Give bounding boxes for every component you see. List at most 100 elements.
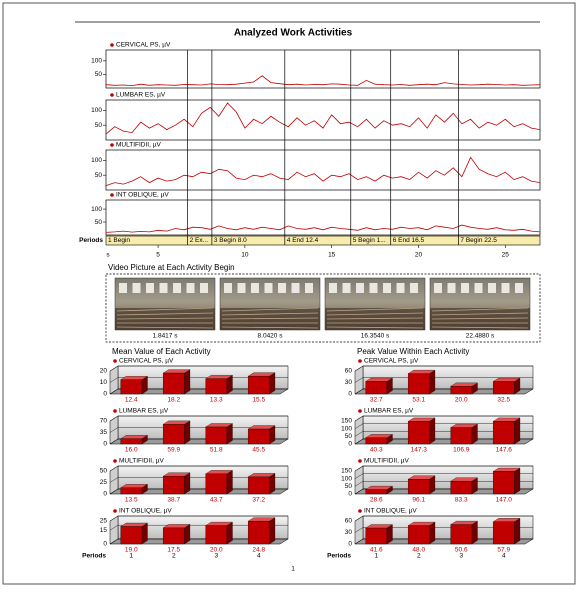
video-caption: 22.4880 s bbox=[466, 333, 495, 340]
bar bbox=[450, 524, 473, 545]
picture-window bbox=[159, 283, 168, 293]
bar-side bbox=[514, 518, 521, 545]
grid-line bbox=[109, 515, 288, 522]
series-name: CERVICAL PS, µV bbox=[364, 358, 419, 365]
picture-window bbox=[132, 283, 141, 293]
bar bbox=[205, 426, 228, 445]
bar bbox=[492, 471, 515, 495]
value-label: 15.5 bbox=[252, 397, 265, 404]
series-name: MULTIFIDII, µV bbox=[116, 142, 161, 149]
series-marker bbox=[110, 43, 114, 47]
bar bbox=[205, 525, 228, 545]
page-number: 1 bbox=[291, 566, 295, 573]
picture-beam bbox=[116, 326, 214, 329]
y-tick-label: 50 bbox=[345, 433, 353, 440]
picture-window bbox=[186, 283, 195, 293]
bar bbox=[450, 481, 473, 495]
picture-window bbox=[278, 283, 286, 293]
period-label: 7 Begin 22.5 bbox=[460, 237, 497, 244]
picture-beam bbox=[431, 326, 529, 329]
y-tick-label: 0 bbox=[348, 391, 352, 398]
period-label: 5 Begin 1... bbox=[353, 237, 386, 244]
value-label: 59.9 bbox=[167, 447, 180, 454]
chart-title: Peak Value Within Each Activity bbox=[357, 347, 469, 356]
picture-window bbox=[224, 283, 232, 293]
picture-window bbox=[434, 283, 442, 293]
trace-line bbox=[105, 156, 541, 186]
bar bbox=[407, 479, 430, 495]
series-marker bbox=[358, 459, 362, 463]
bar-side bbox=[471, 520, 478, 545]
picture-beam bbox=[326, 307, 424, 312]
value-label: 57.9 bbox=[497, 547, 510, 554]
trace-line bbox=[105, 75, 541, 87]
series-marker bbox=[358, 509, 362, 513]
y-tick-label: 100 bbox=[91, 157, 102, 164]
bar-side bbox=[269, 372, 276, 395]
series-name: INT OBLIQUE, µV bbox=[119, 508, 172, 515]
picture-window bbox=[447, 283, 456, 293]
bar bbox=[492, 521, 515, 545]
bar-side bbox=[269, 517, 276, 545]
value-label: 43.7 bbox=[210, 497, 223, 504]
grid-line bbox=[354, 365, 533, 372]
picture-window bbox=[305, 283, 313, 293]
bar bbox=[365, 437, 388, 445]
grid-line bbox=[109, 465, 288, 472]
category-label: 2 bbox=[172, 553, 176, 560]
series-name: LUMBAR ES, µV bbox=[116, 92, 166, 99]
picture-window bbox=[461, 283, 469, 293]
y-tick-label: 25 bbox=[100, 479, 108, 486]
value-label: 20.0 bbox=[210, 547, 223, 554]
period-label: 4 End 12.4 bbox=[287, 237, 319, 244]
series-marker bbox=[358, 359, 362, 363]
bar-side bbox=[184, 472, 191, 495]
y-tick-label: 0 bbox=[348, 491, 352, 498]
series-marker bbox=[113, 459, 117, 463]
y-tick-label: 20 bbox=[100, 368, 108, 375]
picture-window bbox=[119, 283, 127, 293]
bar bbox=[162, 372, 185, 395]
value-label: 106.9 bbox=[453, 447, 470, 454]
category-axis-label: Periods bbox=[82, 553, 106, 560]
bar bbox=[247, 428, 270, 445]
y-tick-label: 150 bbox=[341, 468, 352, 475]
bar bbox=[247, 376, 270, 395]
y-tick-label: 35 bbox=[100, 429, 108, 436]
y-tick-label: 10 bbox=[100, 379, 108, 386]
period-label: 2 Ex... bbox=[190, 237, 209, 244]
picture-window bbox=[356, 283, 364, 293]
value-label: 13.5 bbox=[125, 497, 138, 504]
bar bbox=[162, 424, 185, 445]
picture-beam bbox=[431, 317, 529, 320]
series-marker bbox=[358, 409, 362, 413]
picture-window bbox=[410, 283, 418, 293]
trace-panel bbox=[105, 149, 541, 191]
bar-side bbox=[429, 521, 436, 545]
y-tick-label: 25 bbox=[100, 518, 108, 525]
bar bbox=[492, 421, 515, 445]
x-tick-label: 10 bbox=[241, 252, 249, 259]
category-label: 1 bbox=[129, 553, 133, 560]
value-label: 83.3 bbox=[455, 497, 468, 504]
value-label: 147.0 bbox=[496, 497, 513, 504]
value-label: 18.2 bbox=[167, 397, 180, 404]
bar-side bbox=[429, 417, 436, 445]
picture-window bbox=[329, 283, 337, 293]
y-tick-label: 0 bbox=[103, 541, 107, 548]
series-name: CERVICAL PS, µV bbox=[116, 42, 171, 49]
bar bbox=[205, 378, 228, 395]
category-label: 3 bbox=[214, 553, 218, 560]
value-label: 32.7 bbox=[370, 397, 383, 404]
picture-window bbox=[474, 283, 483, 293]
bar bbox=[365, 527, 388, 545]
y-tick-label: 60 bbox=[345, 518, 353, 525]
video-caption: 8.0420 s bbox=[258, 333, 284, 340]
y-tick-label: 0 bbox=[103, 391, 107, 398]
series-name: CERVICAL PS, µV bbox=[119, 358, 174, 365]
value-label: 16.0 bbox=[125, 447, 138, 454]
bar-side bbox=[226, 521, 233, 545]
picture-beam bbox=[221, 317, 319, 320]
grid-line bbox=[354, 415, 533, 422]
